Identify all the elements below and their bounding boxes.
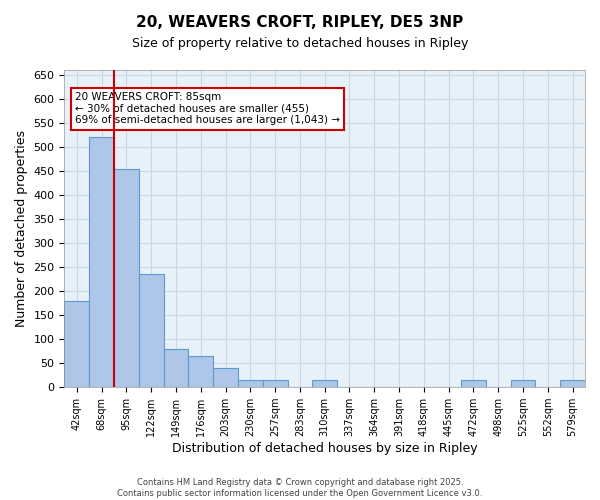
Bar	[461, 380, 486, 387]
Bar	[89, 138, 114, 387]
Text: Contains HM Land Registry data © Crown copyright and database right 2025.
Contai: Contains HM Land Registry data © Crown c…	[118, 478, 482, 498]
Bar	[313, 380, 337, 387]
X-axis label: Distribution of detached houses by size in Ripley: Distribution of detached houses by size …	[172, 442, 478, 455]
Text: 20, WEAVERS CROFT, RIPLEY, DE5 3NP: 20, WEAVERS CROFT, RIPLEY, DE5 3NP	[136, 15, 464, 30]
Bar	[188, 356, 213, 387]
Bar	[114, 168, 139, 387]
Y-axis label: Number of detached properties: Number of detached properties	[15, 130, 28, 327]
Bar	[560, 380, 585, 387]
Bar	[64, 300, 89, 387]
Bar	[238, 380, 263, 387]
Bar	[511, 380, 535, 387]
Bar	[263, 380, 287, 387]
Bar	[213, 368, 238, 387]
Text: 20 WEAVERS CROFT: 85sqm
← 30% of detached houses are smaller (455)
69% of semi-d: 20 WEAVERS CROFT: 85sqm ← 30% of detache…	[75, 92, 340, 126]
Bar	[164, 349, 188, 387]
Text: Size of property relative to detached houses in Ripley: Size of property relative to detached ho…	[132, 38, 468, 51]
Bar	[139, 274, 164, 387]
